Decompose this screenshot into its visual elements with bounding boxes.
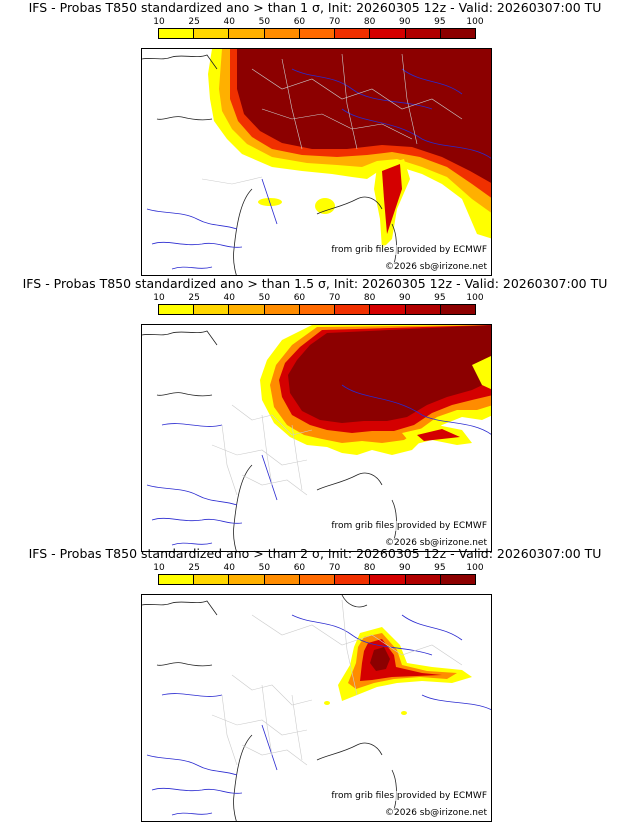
color-scale-cell: [370, 29, 406, 38]
color-scale-cell: [264, 575, 300, 584]
map-panel-3: IFS - Probas T850 standardized ano > tha…: [0, 546, 630, 822]
color-scale-cell: [335, 575, 371, 584]
color-scale-cell: [440, 575, 475, 584]
color-scale-cell: [194, 575, 230, 584]
map-frame: from grib files provided by ECMWF ©2026 …: [141, 48, 492, 276]
map-panel-1: IFS - Probas T850 standardized ano > tha…: [0, 0, 630, 276]
color-scale: 10 25 40 50 60 70 80 90 95 100: [153, 563, 484, 587]
panel-title: IFS - Probas T850 standardized ano > tha…: [28, 546, 602, 561]
color-scale-tick-label: 70: [328, 293, 341, 303]
color-scale-cell: [405, 305, 441, 314]
color-scale-cell: [440, 305, 475, 314]
color-scale-tick-label: 70: [328, 17, 341, 27]
color-scale-cell: [370, 575, 406, 584]
color-scale-tick-label: 40: [223, 563, 235, 573]
data-source-credit: from grib files provided by ECMWF: [331, 791, 487, 801]
data-source-credit: from grib files provided by ECMWF: [331, 521, 487, 531]
color-scale-tick-label: 10: [153, 563, 165, 573]
coastlines: [142, 595, 397, 821]
color-scale-tick-label: 95: [434, 17, 446, 27]
color-scale-tick-label: 40: [223, 17, 235, 27]
color-scale-tick-label: 60: [293, 17, 306, 27]
probability-field: [208, 49, 491, 249]
data-source-credit: from grib files provided by ECMWF: [331, 245, 487, 255]
color-scale-tick-label: 90: [399, 17, 411, 27]
color-scale-tick-label: 25: [188, 17, 200, 27]
rivers: [146, 614, 491, 816]
color-scale-tick-label: 80: [363, 293, 376, 303]
color-scale: 10 25 40 50 60 70 80 90 95 100: [153, 17, 484, 41]
color-scale-cell: [194, 305, 230, 314]
map-frame: from grib files provided by ECMWF ©2026 …: [141, 594, 492, 822]
coastlines: [142, 54, 397, 275]
color-scale-tick-label: 95: [434, 293, 446, 303]
map-panel-2: IFS - Probas T850 standardized ano > tha…: [0, 276, 630, 552]
rivers: [146, 68, 491, 270]
color-scale-tick-label: 95: [434, 563, 446, 573]
color-scale-tick-label: 90: [399, 563, 411, 573]
color-scale-cell: [440, 29, 475, 38]
color-scale-tick-label: 50: [258, 17, 271, 27]
color-scale-cell: [335, 29, 371, 38]
copyright-credit: ©2026 sb@irizone.net: [385, 808, 487, 818]
color-scale-tick-label: 50: [258, 563, 271, 573]
color-scale-cell: [194, 29, 230, 38]
color-scale-cell: [405, 575, 441, 584]
rivers: [146, 384, 491, 546]
color-scale: 10 25 40 50 60 70 80 90 95 100: [153, 293, 484, 317]
color-scale-cell: [159, 305, 195, 314]
probability-field: [324, 627, 472, 715]
borders: [211, 404, 313, 496]
color-scale-cell: [335, 305, 371, 314]
color-scale-tick-label: 50: [258, 293, 271, 303]
color-scale-cell: [229, 29, 265, 38]
color-scale-cell: [299, 305, 336, 314]
copyright-credit: ©2026 sb@irizone.net: [385, 262, 487, 272]
color-scale-tick-label: 100: [466, 17, 484, 27]
color-scale-cell: [264, 29, 300, 38]
panel-title: IFS - Probas T850 standardized ano > tha…: [22, 276, 608, 291]
color-scale-cell: [299, 575, 336, 584]
panel-title: IFS - Probas T850 standardized ano > tha…: [28, 0, 602, 15]
color-scale-tick-label: 10: [153, 17, 165, 27]
color-scale-tick-label: 70: [328, 563, 341, 573]
probability-map: [142, 325, 491, 551]
color-scale-tick-label: 25: [188, 293, 200, 303]
probability-field: [260, 325, 491, 455]
color-scale-tick-label: 100: [466, 293, 484, 303]
probability-map: [142, 595, 491, 821]
color-scale-bar: [158, 574, 476, 585]
color-scale-tick-label: 60: [293, 293, 306, 303]
color-scale-tick-label: 80: [363, 563, 376, 573]
color-scale-tick-label: 40: [223, 293, 235, 303]
probability-map: [142, 49, 491, 275]
color-scale-bar: [158, 304, 476, 315]
color-scale-cell: [370, 305, 406, 314]
borders: [201, 53, 463, 185]
color-scale-tick-label: 60: [293, 563, 306, 573]
coastlines: [142, 330, 397, 551]
color-scale-cell: [229, 575, 265, 584]
color-scale-cell: [264, 305, 300, 314]
color-scale-cell: [229, 305, 265, 314]
color-scale-cell: [159, 29, 195, 38]
copyright-credit: ©2026 sb@irizone.net: [385, 538, 487, 548]
map-frame: from grib files provided by ECMWF ©2026 …: [141, 324, 492, 552]
color-scale-tick-label: 100: [466, 563, 484, 573]
color-scale-cell: [405, 29, 441, 38]
color-scale-tick-label: 90: [399, 293, 411, 303]
color-scale-tick-label: 80: [363, 17, 376, 27]
borders: [211, 599, 463, 766]
color-scale-bar: [158, 28, 476, 39]
color-scale-tick-label: 25: [188, 563, 200, 573]
color-scale-cell: [299, 29, 336, 38]
color-scale-cell: [159, 575, 195, 584]
color-scale-tick-label: 10: [153, 293, 165, 303]
